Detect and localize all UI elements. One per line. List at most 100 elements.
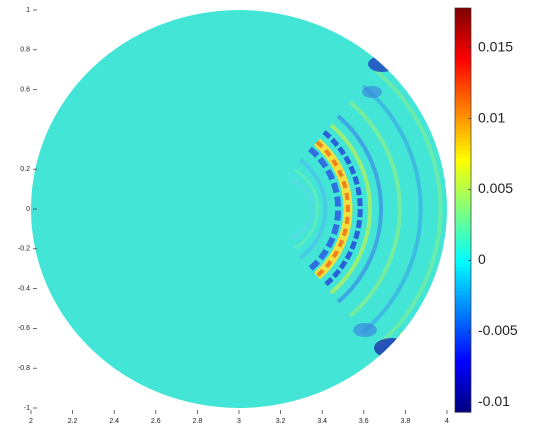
x-tick-label: 4 [445,418,449,425]
colorbar-swatch [455,399,471,405]
colorbar-swatch [455,290,471,296]
x-tick-label: 3.4 [317,418,327,425]
colorbar-swatch [455,355,471,361]
colorbar-swatch [455,335,471,340]
y-tick-label: 0.8 [20,47,30,54]
colorbar-swatch [455,319,471,324]
colorbar-swatch [455,141,471,146]
colorbar-swatch [455,395,471,401]
colorbar-swatch [455,266,471,272]
colorbar-swatch [455,20,471,25]
colorbar-swatch [455,104,471,110]
y-tick-label: 0.2 [20,166,30,173]
colorbar-swatch [455,234,471,239]
x-tick-label: 3.2 [276,418,286,425]
colorbar-swatch [455,242,471,247]
y-tick-label: 0 [26,206,30,213]
colorbar-swatch [455,92,471,98]
colorbar-swatch [455,125,471,130]
colorbar-tick-label: 0 [478,251,486,267]
colorbar-swatch [455,250,471,256]
colorbar-tick-label: -0.005 [478,322,518,338]
colorbar-swatch [455,339,471,344]
colorbar-swatch [455,306,471,312]
colorbar-swatch [455,343,471,348]
colorbar-swatch [455,137,471,142]
colorbar-swatch [455,387,471,393]
colorbar-swatch [455,173,471,179]
y-tick-label: -0.4 [18,285,30,292]
colorbar-swatch [455,282,471,288]
colorbar-swatch [455,117,471,122]
colorbar-swatch [455,36,471,41]
colorbar-swatch [455,24,471,29]
colorbar-swatch [455,403,471,409]
colorbar-swatch [455,72,471,78]
x-tick-label: 3.8 [401,418,411,425]
colorbar-swatch [455,84,471,90]
colorbar-swatch [455,222,471,227]
colorbar-swatch [455,302,471,308]
colorbar-swatch [455,363,471,369]
colorbar-swatch [455,80,471,86]
colorbar-swatch [455,121,471,126]
colorbar-swatch [455,274,471,280]
x-tick-label: 2.6 [151,418,161,425]
colorbar-tick-label: 0.005 [478,180,513,196]
colorbar-tick-label: -0.01 [478,393,510,409]
colorbar-swatch [455,12,471,17]
colorbar-swatch [455,383,471,389]
colorbar-swatch [455,181,471,187]
colorbar-swatch [455,226,471,231]
colorbar-swatch [455,88,471,94]
x-tick-label: 2 [29,418,33,425]
colorbar-swatch [455,238,471,243]
colorbar-swatch [455,371,471,377]
colorbar-swatch [455,133,471,138]
colorbar-swatch [455,64,471,70]
colorbar-swatch [455,218,471,223]
colorbar-swatch [455,169,471,175]
colorbar-swatch [455,177,471,183]
colorbar-swatch [455,351,471,357]
x-tick-label: 2.4 [109,418,119,425]
colorbar-swatch [455,52,471,58]
colorbar-swatch [455,327,471,332]
y-tick-label: -1 [24,405,30,412]
colorbar-swatch [455,391,471,397]
colorbar-swatch [455,197,471,203]
colorbar-swatch [455,323,471,328]
colorbar-swatch [455,315,471,320]
colorbar-swatch [455,189,471,195]
colorbar-tick-label: 0.015 [478,38,513,54]
colorbar-swatch [455,278,471,284]
colorbar-swatch [455,367,471,373]
colorbar-swatch [455,201,471,207]
y-tick-label: -0.6 [18,325,30,332]
colorbar-swatch [455,149,471,155]
colorbar-swatch [455,76,471,82]
colorbar-swatch [455,56,471,62]
colorbar-swatch [455,294,471,300]
colorbar-swatch [455,165,471,171]
colorbar-swatch [455,113,471,118]
colorbar-swatch [455,210,471,215]
colorbar-swatch [455,246,471,251]
colorbar-swatch [455,16,471,21]
colorbar-swatch [455,109,471,114]
colorbar-swatch [455,311,471,316]
x-tick-label: 2.2 [68,418,78,425]
colorbar-swatch [455,40,471,45]
colorbar-swatch [455,379,471,385]
colorbar-swatch [455,407,471,413]
colorbar-swatch [455,254,471,260]
x-tick-label: 3 [237,418,241,425]
colorbar-swatch [455,347,471,352]
x-tick-label: 2.8 [193,418,203,425]
colorbar-frame [454,7,472,413]
colorbar-swatch [455,214,471,219]
colorbar-swatch [455,185,471,191]
colorbar-swatch [455,96,471,102]
